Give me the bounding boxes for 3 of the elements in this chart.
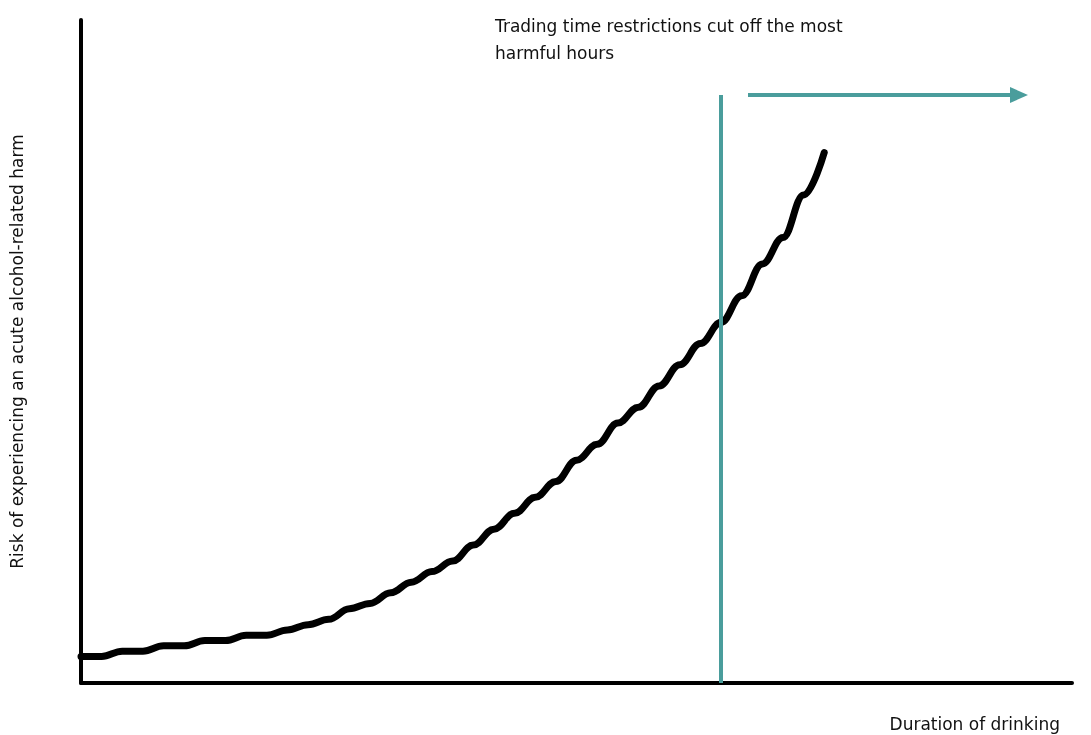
x-axis-title: Duration of drinking: [889, 713, 1060, 734]
y-axis-title: Risk of experiencing an acute alcohol-related harm: [6, 134, 27, 569]
text: Trading time restrictions cut off the most harmful hours: [494, 15, 843, 63]
